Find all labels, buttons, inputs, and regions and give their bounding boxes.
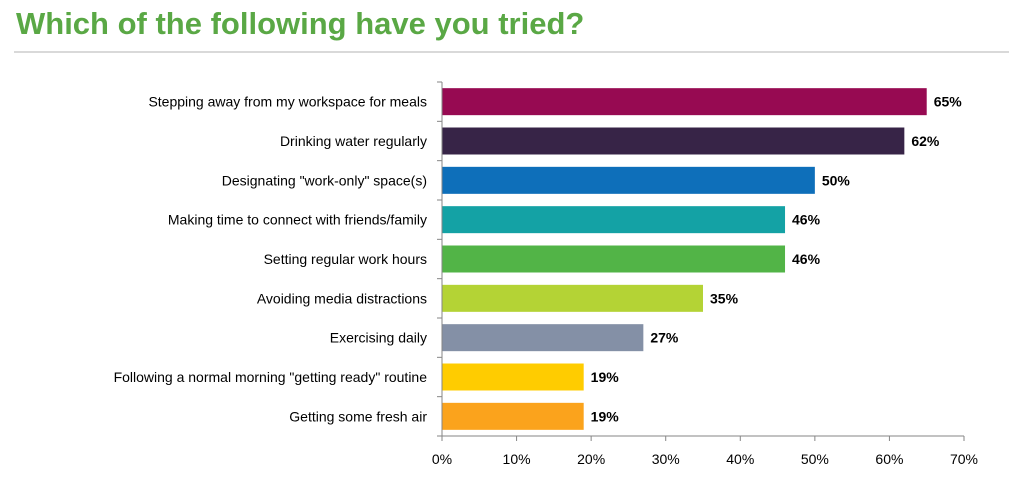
- bar-3: [442, 206, 786, 234]
- x-axis: 0% 10% 20% 30% 40% 50% 60% 70%: [432, 81, 978, 467]
- category-label: Stepping away from my workspace for meal…: [148, 94, 427, 110]
- category-label: Avoiding media distractions: [257, 290, 427, 306]
- value-label: 35%: [710, 290, 739, 306]
- x-tick-label: 70%: [950, 451, 978, 467]
- bar-7: [442, 363, 584, 391]
- value-label: 27%: [650, 330, 679, 346]
- value-label: 65%: [934, 94, 963, 110]
- bar-6: [442, 324, 644, 352]
- x-tick-label: 0%: [432, 451, 452, 467]
- x-tick-label: 60%: [875, 451, 903, 467]
- x-tick-label: 20%: [577, 451, 605, 467]
- title-divider: [14, 51, 1009, 53]
- bar-0: [442, 88, 927, 116]
- page-title: Which of the following have you tried?: [16, 6, 585, 41]
- category-label: Drinking water regularly: [280, 133, 427, 149]
- category-label: Exercising daily: [330, 330, 427, 346]
- value-label: 62%: [911, 133, 940, 149]
- x-tick-label: 50%: [801, 451, 829, 467]
- bar-1: [442, 127, 905, 155]
- value-label: 46%: [792, 212, 821, 228]
- x-tick-label: 40%: [726, 451, 754, 467]
- bar-2: [442, 166, 815, 194]
- category-label: Setting regular work hours: [264, 251, 427, 267]
- category-label: Following a normal morning "getting read…: [114, 369, 428, 385]
- category-label: Designating "work-only" space(s): [222, 172, 427, 188]
- category-label: Making time to connect with friends/fami…: [168, 212, 427, 228]
- bar-4: [442, 245, 786, 273]
- x-tick-label: 10%: [503, 451, 531, 467]
- value-label: 19%: [591, 369, 620, 385]
- value-label: 19%: [591, 408, 620, 424]
- value-label: 50%: [822, 172, 851, 188]
- x-tick-label: 30%: [652, 451, 680, 467]
- bar-8: [442, 402, 584, 430]
- value-label: 46%: [792, 251, 821, 267]
- bars-layer: Stepping away from my workspace for meal…: [114, 88, 963, 430]
- category-label: Getting some fresh air: [289, 408, 427, 424]
- bar-5: [442, 284, 703, 312]
